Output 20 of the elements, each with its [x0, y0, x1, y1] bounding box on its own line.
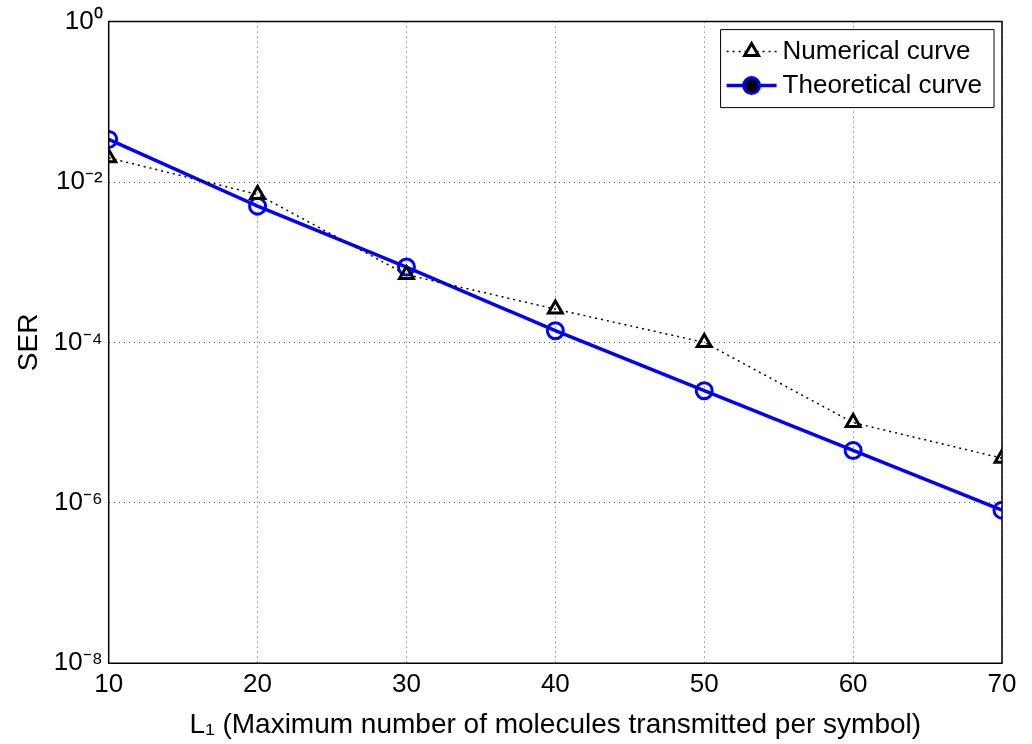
x-tick-label: 20	[243, 667, 273, 698]
x-tick-label: 70	[987, 667, 1017, 698]
y-tick-label: 10⁻²	[56, 165, 104, 196]
x-tick-label: 60	[838, 667, 868, 698]
x-axis-title: L₁ (Maximum number of molecules transmitted per symbol)	[189, 707, 922, 739]
x-tick-label: 40	[540, 667, 570, 698]
x-tick-label: 50	[689, 667, 719, 698]
point	[545, 321, 565, 341]
y-tick-label: 10⁰	[64, 4, 103, 35]
y-tick-label: 10⁻⁴	[53, 325, 103, 356]
legend-label: Numerical curve	[782, 34, 971, 65]
point	[695, 332, 713, 348]
y-axis-title: SER	[11, 313, 43, 372]
y-tick-label: 10⁻⁶	[54, 485, 103, 516]
point	[546, 299, 564, 315]
point	[694, 381, 714, 401]
legend-label: Theoretical curve	[782, 68, 982, 99]
x-tick-label: 30	[392, 667, 421, 698]
point	[398, 265, 415, 281]
point	[249, 184, 267, 200]
